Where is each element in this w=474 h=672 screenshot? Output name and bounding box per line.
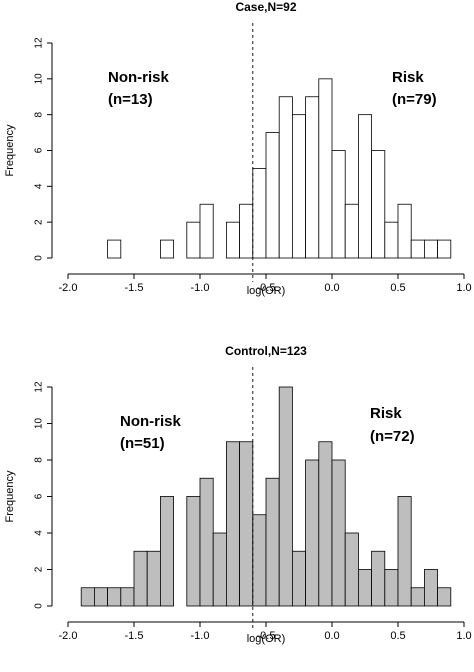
y-tick-label: 8 xyxy=(34,457,45,463)
bar xyxy=(252,514,267,607)
bar xyxy=(410,587,425,607)
x-tick-label: -1.5 xyxy=(125,630,144,642)
annotation: (n=79) xyxy=(392,91,437,108)
x-tick-label: 0.5 xyxy=(390,282,405,294)
bar xyxy=(384,569,399,607)
bar xyxy=(252,168,267,259)
annotation: (n=51) xyxy=(120,435,165,452)
bar xyxy=(305,96,320,259)
x-tick-label: -2.0 xyxy=(59,282,78,294)
y-tick-label: 2 xyxy=(34,566,45,572)
x-tick-label: -2.0 xyxy=(59,630,78,642)
x-tick-label: -1.0 xyxy=(191,630,210,642)
bar xyxy=(278,96,293,259)
bar xyxy=(265,132,280,259)
y-tick-label: 10 xyxy=(34,418,45,430)
bar xyxy=(94,587,109,607)
bar xyxy=(107,587,122,607)
bar xyxy=(159,496,174,607)
annotation: Risk xyxy=(392,69,424,86)
annotation: Non-risk xyxy=(120,413,182,430)
y-tick-label: 10 xyxy=(34,73,45,85)
x-axis-label: log(OR) xyxy=(247,285,286,297)
bar xyxy=(410,239,425,259)
bar xyxy=(331,459,346,607)
bar xyxy=(120,587,135,607)
bar xyxy=(357,114,372,259)
bar xyxy=(305,459,320,607)
x-tick-label: -0.5 xyxy=(257,282,276,294)
chart-title: Case,N=92 xyxy=(235,0,296,14)
y-tick-label: 6 xyxy=(34,493,45,499)
x-tick-label: 1.0 xyxy=(456,630,471,642)
x-tick-label: 1.0 xyxy=(456,282,471,294)
x-tick-label: -1.5 xyxy=(125,282,144,294)
bar xyxy=(437,587,452,607)
y-tick-label: 4 xyxy=(34,530,45,536)
y-axis-label: Frequency xyxy=(4,470,16,522)
y-tick-label: 12 xyxy=(34,381,45,393)
bar xyxy=(437,239,452,259)
annotation: (n=72) xyxy=(370,428,415,445)
bar xyxy=(239,441,254,607)
x-tick-label: 0.5 xyxy=(390,630,405,642)
bar xyxy=(318,441,333,607)
bar xyxy=(357,569,372,607)
bar xyxy=(146,550,161,607)
x-tick-label: -0.5 xyxy=(257,630,276,642)
bar xyxy=(384,221,399,259)
bar xyxy=(225,441,240,607)
bar xyxy=(291,550,306,607)
bar xyxy=(371,150,386,259)
bar xyxy=(186,496,201,607)
bar xyxy=(331,150,346,259)
x-tick-label: 0.0 xyxy=(324,630,339,642)
chart-title: Control,N=123 xyxy=(225,344,307,358)
bar xyxy=(344,532,359,607)
y-tick-label: 0 xyxy=(34,255,45,261)
bar xyxy=(199,203,214,259)
bar xyxy=(371,550,386,607)
bar xyxy=(318,78,333,259)
bar xyxy=(397,203,412,259)
bar xyxy=(133,550,148,607)
bar xyxy=(199,477,214,607)
bar xyxy=(344,203,359,259)
bar xyxy=(225,221,240,259)
bar xyxy=(278,386,293,607)
bar xyxy=(423,569,438,607)
y-axis-label: Frequency xyxy=(4,124,16,176)
annotation: Risk xyxy=(370,405,402,422)
y-tick-label: 0 xyxy=(34,603,45,609)
y-tick-label: 2 xyxy=(34,219,45,225)
annotation: Non-risk xyxy=(108,69,170,86)
x-axis-label: log(OR) xyxy=(247,633,286,645)
y-tick-label: 8 xyxy=(34,111,45,117)
y-tick-label: 12 xyxy=(34,37,45,49)
y-tick-label: 4 xyxy=(34,183,45,189)
bar xyxy=(265,477,280,607)
y-tick-label: 6 xyxy=(34,147,45,153)
bar xyxy=(107,239,122,259)
bar xyxy=(397,496,412,607)
bar xyxy=(291,114,306,259)
annotation: (n=13) xyxy=(108,91,153,108)
bar xyxy=(186,221,201,259)
x-tick-label: -1.0 xyxy=(191,282,210,294)
bar xyxy=(239,203,254,259)
bar xyxy=(80,587,95,607)
bar xyxy=(212,532,227,607)
x-tick-label: 0.0 xyxy=(324,282,339,294)
bar xyxy=(423,239,438,259)
bar xyxy=(159,239,174,259)
